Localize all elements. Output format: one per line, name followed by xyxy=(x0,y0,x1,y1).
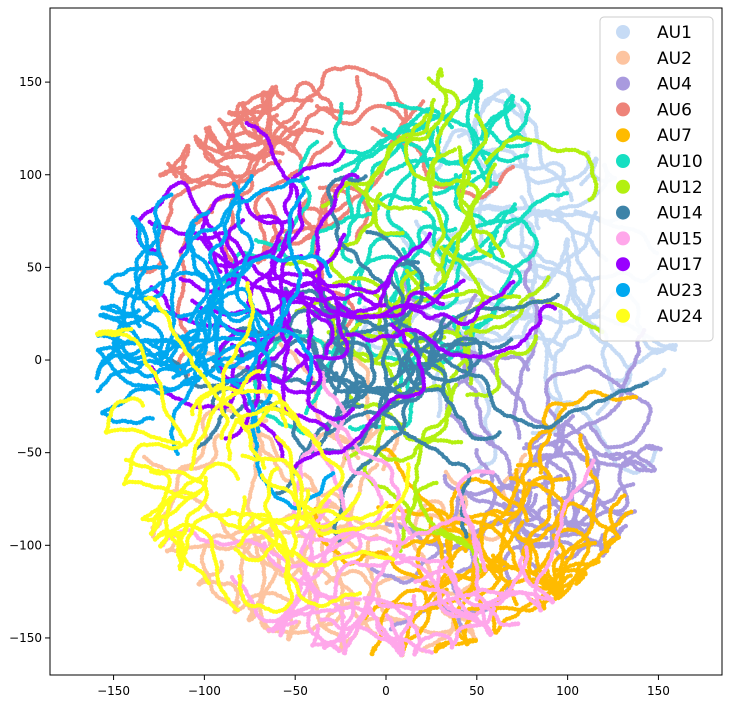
scatter-point xyxy=(456,134,462,139)
scatter-point xyxy=(436,413,441,419)
scatter-point xyxy=(443,469,449,475)
scatter-point xyxy=(519,195,524,200)
scatter-point xyxy=(414,219,419,224)
scatter-point xyxy=(576,367,581,373)
scatter-point xyxy=(603,451,609,457)
scatter-point xyxy=(530,430,536,436)
scatter-point xyxy=(278,572,283,577)
scatter-point xyxy=(644,444,649,449)
scatter-point xyxy=(142,454,147,460)
scatter-points xyxy=(94,64,678,658)
scatter-point xyxy=(473,293,478,298)
scatter-point xyxy=(525,367,531,372)
scatter-point xyxy=(374,462,380,468)
scatter-point xyxy=(442,473,447,479)
scatter-point xyxy=(553,509,558,514)
scatter-point xyxy=(644,468,649,473)
scatter-point xyxy=(219,559,224,565)
scatter-point xyxy=(595,411,600,416)
scatter-point xyxy=(369,566,375,572)
scatter-point xyxy=(384,521,390,526)
scatter-point xyxy=(386,547,391,552)
scatter-point xyxy=(662,367,667,373)
scatter-point xyxy=(522,452,528,458)
scatter-point xyxy=(479,206,484,211)
scatter-point xyxy=(672,347,677,352)
